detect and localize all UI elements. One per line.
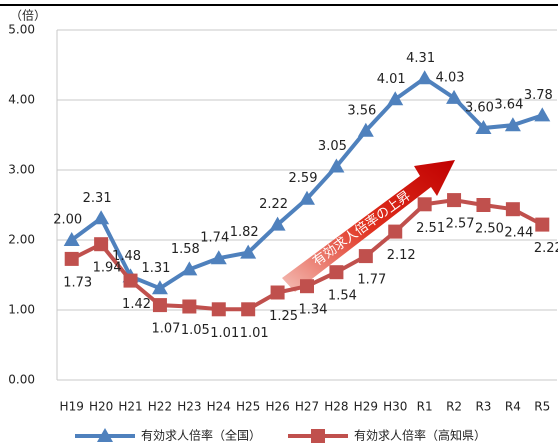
value-label: 3.05 bbox=[318, 139, 347, 154]
value-label: 1.82 bbox=[230, 225, 259, 240]
marker bbox=[417, 197, 432, 212]
value-label: 1.01 bbox=[240, 326, 269, 341]
value-label: 4.03 bbox=[436, 70, 465, 85]
value-label: 1.05 bbox=[181, 323, 210, 338]
value-label: 2.44 bbox=[504, 226, 533, 241]
y-tick-label: 5.00 bbox=[8, 23, 35, 37]
marker bbox=[357, 122, 374, 137]
marker bbox=[311, 429, 325, 443]
x-tick-label: H22 bbox=[148, 400, 172, 414]
trend-arrow bbox=[282, 160, 455, 292]
value-label: 2.00 bbox=[53, 213, 82, 228]
marker bbox=[210, 250, 227, 265]
marker bbox=[475, 120, 492, 134]
value-label: 1.25 bbox=[269, 309, 298, 324]
x-tick-label: R5 bbox=[534, 400, 550, 414]
legend-label: 有効求人倍率（高知県） bbox=[354, 428, 486, 443]
value-label: 2.22 bbox=[259, 197, 288, 212]
value-label: 1.48 bbox=[112, 249, 141, 264]
marker bbox=[63, 232, 80, 246]
x-tick-label: R2 bbox=[446, 400, 462, 414]
y-tick-label: 2.00 bbox=[8, 233, 35, 247]
value-label: 1.31 bbox=[141, 261, 170, 276]
y-tick-label: 0.00 bbox=[8, 373, 35, 387]
value-label: 2.57 bbox=[446, 217, 475, 232]
x-tick-label: H26 bbox=[265, 400, 289, 414]
marker bbox=[504, 117, 521, 132]
x-tick-label: R1 bbox=[417, 400, 433, 414]
x-tick-label: R3 bbox=[475, 400, 491, 414]
value-label: 3.64 bbox=[494, 98, 523, 113]
x-tick-label: H19 bbox=[60, 400, 84, 414]
value-label: 3.78 bbox=[524, 88, 553, 103]
value-label: 3.56 bbox=[347, 103, 376, 118]
value-label: 1.54 bbox=[328, 289, 357, 304]
legend-label: 有効求人倍率（全国） bbox=[141, 428, 261, 443]
value-label: 2.12 bbox=[387, 248, 416, 263]
marker bbox=[358, 249, 373, 264]
marker bbox=[181, 261, 198, 276]
value-label: 2.59 bbox=[289, 171, 318, 186]
marker bbox=[241, 302, 256, 317]
value-label: 1.58 bbox=[171, 242, 200, 257]
value-label: 1.42 bbox=[122, 297, 151, 312]
marker bbox=[329, 265, 344, 280]
value-label: 4.31 bbox=[406, 51, 435, 66]
x-tick-label: H28 bbox=[324, 400, 348, 414]
x-tick-label: H29 bbox=[354, 400, 378, 414]
x-tick-label: H23 bbox=[177, 400, 201, 414]
marker bbox=[535, 217, 550, 232]
marker bbox=[182, 299, 197, 314]
y-tick-label: 4.00 bbox=[8, 93, 35, 107]
marker bbox=[240, 244, 257, 259]
marker bbox=[505, 202, 520, 217]
value-label: 3.60 bbox=[465, 101, 494, 116]
marker bbox=[151, 280, 168, 295]
marker bbox=[328, 158, 345, 173]
marker bbox=[534, 107, 551, 122]
y-tick-label: 3.00 bbox=[8, 163, 35, 177]
marker bbox=[447, 193, 462, 208]
y-tick-label: 1.00 bbox=[8, 303, 35, 317]
marker bbox=[416, 70, 433, 85]
marker bbox=[387, 91, 404, 106]
x-tick-label: H21 bbox=[118, 400, 142, 414]
marker bbox=[300, 279, 314, 294]
x-tick-label: H30 bbox=[383, 400, 407, 414]
marker bbox=[269, 216, 286, 231]
marker bbox=[388, 224, 403, 239]
y-unit: （倍） bbox=[10, 8, 46, 23]
value-label: 4.01 bbox=[377, 72, 406, 87]
x-tick-label: H20 bbox=[89, 400, 113, 414]
value-label: 1.73 bbox=[63, 275, 92, 290]
x-tick-label: H27 bbox=[295, 400, 319, 414]
value-label: 2.50 bbox=[475, 222, 504, 237]
marker bbox=[93, 210, 110, 225]
marker bbox=[446, 89, 463, 104]
marker bbox=[94, 237, 109, 252]
marker bbox=[152, 298, 167, 313]
value-label: 1.94 bbox=[93, 261, 122, 276]
value-label: 1.74 bbox=[200, 231, 229, 246]
marker bbox=[97, 428, 113, 442]
x-tick-label: R4 bbox=[505, 400, 521, 414]
marker bbox=[299, 190, 315, 205]
marker bbox=[270, 285, 285, 300]
value-label: 1.07 bbox=[151, 322, 180, 337]
x-tick-label: H24 bbox=[207, 400, 231, 414]
x-tick-label: H25 bbox=[236, 400, 260, 414]
value-label: 2.51 bbox=[416, 221, 445, 236]
value-label: 2.31 bbox=[83, 191, 112, 206]
marker bbox=[211, 302, 226, 317]
value-label: 1.77 bbox=[357, 273, 386, 288]
value-label: 2.22 bbox=[534, 241, 558, 256]
marker bbox=[64, 251, 79, 266]
value-label: 1.01 bbox=[210, 326, 239, 341]
value-label: 1.34 bbox=[299, 303, 328, 318]
marker bbox=[476, 198, 491, 212]
marker bbox=[123, 273, 138, 288]
